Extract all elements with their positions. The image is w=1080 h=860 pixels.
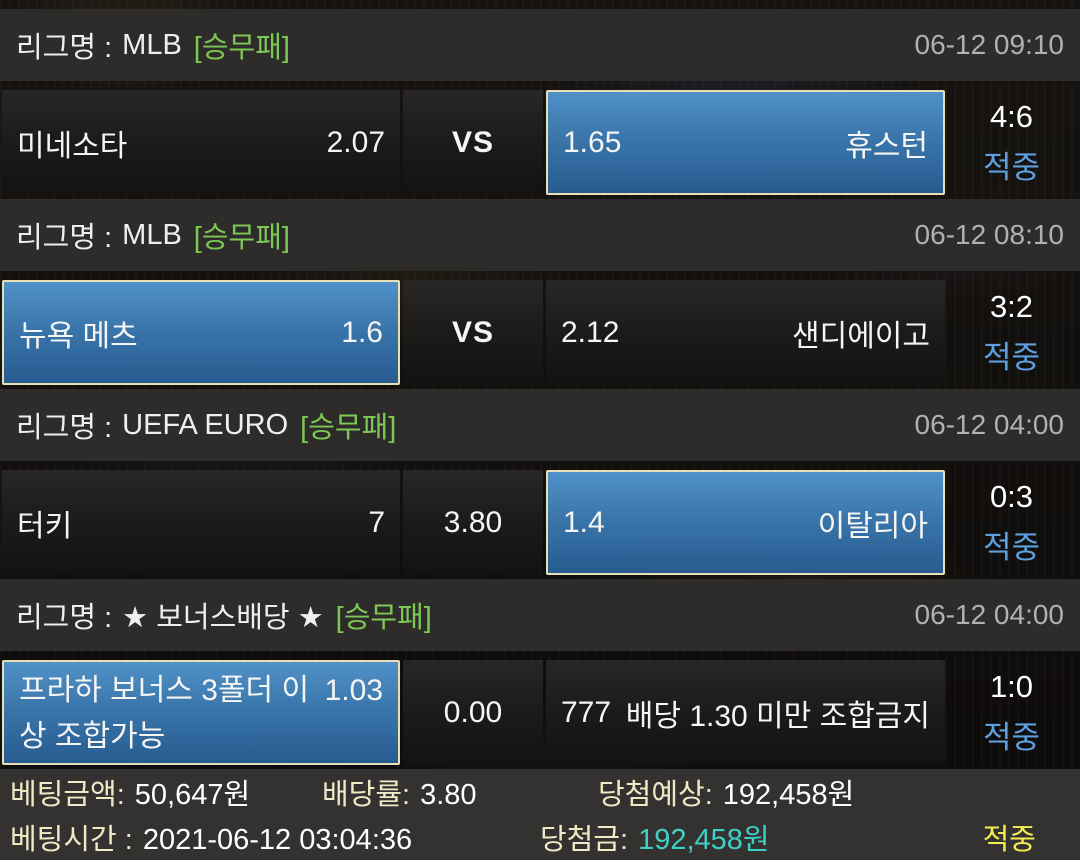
score-zone: 0:3 적중	[945, 470, 1078, 575]
vs-label: VS	[451, 315, 495, 349]
total-odds-label: 배당률:	[322, 779, 411, 812]
match-row: 미네소타 2.07 VS 1.65 휴스턴 4:6 적중	[0, 90, 1080, 195]
league-section: 리그명 : ★ 보너스배당 ★ [승무패] 06-12 04:00 1.03 프…	[0, 579, 1080, 765]
away-team-name: 샌디에이고	[792, 319, 930, 353]
away-odds-cell-selected[interactable]: 1.65 휴스턴	[546, 90, 945, 195]
league-name: UEFA EURO	[122, 408, 289, 441]
league-header: 리그명 : MLB [승무패] 06-12 09:10	[0, 9, 1080, 81]
league-name: ★ 보너스배당 ★	[122, 602, 324, 634]
bet-summary-bar: 베팅금액: 50,647원 배당률: 3.80 당첨예상: 192,458원 베팅시간…	[0, 769, 1080, 860]
expected-win-label: 당첨예상:	[598, 779, 713, 812]
result-status: 적중	[982, 339, 1041, 375]
bet-time-label: 베팅시간 :	[10, 823, 133, 856]
away-odds-cell-selected[interactable]: 1.4 이탈리아	[546, 470, 945, 575]
home-odds-cell-selected[interactable]: 뉴욕 메츠 1.6	[2, 280, 400, 385]
bet-amount-value: 50,647원	[134, 779, 251, 812]
league-header: 리그명 : UEFA EURO [승무패] 06-12 04:00	[0, 389, 1080, 461]
overall-result-status: 적중	[982, 823, 1036, 856]
bet-amount-label: 베팅금액:	[10, 779, 125, 812]
market-type-label: [승무패]	[193, 222, 290, 254]
match-time: 06-12 04:00	[914, 599, 1064, 630]
home-odds-value: 1.03	[324, 674, 383, 707]
match-row: 뉴욕 메츠 1.6 VS 2.12 샌디에이고 3:2 적중	[0, 280, 1080, 385]
match-time: 06-12 08:10	[914, 219, 1064, 250]
match-time: 06-12 09:10	[914, 29, 1064, 60]
middle-cell[interactable]: VS	[403, 280, 543, 385]
match-score: 1:0	[989, 668, 1034, 704]
league-label: 리그명 :	[16, 32, 113, 64]
draw-odds-cell[interactable]: 0.00	[403, 660, 543, 765]
home-odds-cell[interactable]: 미네소타 2.07	[2, 90, 400, 195]
home-team-name: 터키	[17, 509, 73, 543]
match-score: 3:2	[989, 288, 1034, 324]
win-amount-label: 당첨금:	[540, 823, 629, 856]
home-team-name: 미네소타	[17, 129, 128, 163]
league-section: 리그명 : MLB [승무패] 06-12 09:10 미네소타 2.07 VS…	[0, 9, 1080, 195]
win-amount: 당첨금: 192,458원	[540, 816, 983, 858]
bet-time-value: 2021-06-12 03:04:36	[142, 823, 413, 856]
home-odds-cell[interactable]: 터키 7	[2, 470, 400, 575]
league-section: 리그명 : MLB [승무패] 06-12 08:10 뉴욕 메츠 1.6 VS…	[0, 199, 1080, 385]
draw-odds-cell[interactable]: 3.80	[403, 470, 543, 575]
summary-row-1: 베팅금액: 50,647원 배당률: 3.80 당첨예상: 192,458원	[10, 771, 1070, 813]
match-score: 4:6	[989, 98, 1034, 134]
bet-time: 베팅시간 : 2021-06-12 03:04:36	[10, 816, 540, 858]
match-score: 0:3	[989, 478, 1034, 514]
market-type-label: [승무패]	[335, 602, 432, 634]
expected-win-value: 192,458원	[722, 779, 855, 812]
home-odds-value: 7	[368, 505, 385, 539]
home-team-name: 프라하 보너스 3폴더 이상 조합가능	[19, 674, 310, 753]
home-odds-cell-selected[interactable]: 1.03 프라하 보너스 3폴더 이상 조합가능	[2, 660, 400, 765]
result-status: 적중	[982, 719, 1041, 755]
total-odds-value: 3.80	[420, 779, 477, 812]
match-time: 06-12 04:00	[914, 409, 1064, 440]
score-zone: 3:2 적중	[945, 280, 1078, 385]
score-zone: 4:6 적중	[945, 90, 1078, 195]
win-amount-value: 192,458원	[638, 823, 770, 856]
away-team-name: 이탈리아	[817, 509, 928, 543]
draw-odds-value: 0.00	[443, 695, 503, 729]
away-odds-value: 777	[561, 695, 612, 729]
away-team-name: 배당 1.30 미만 조합금지	[625, 699, 930, 733]
result-status: 적중	[982, 529, 1041, 565]
vs-label: VS	[451, 125, 495, 159]
summary-row-2: 베팅시간 : 2021-06-12 03:04:36 당첨금: 192,458원 적…	[10, 816, 1070, 858]
league-label: 리그명 :	[16, 602, 113, 634]
away-odds-cell[interactable]: 777 배당 1.30 미만 조합금지	[546, 660, 945, 765]
league-header: 리그명 : MLB [승무패] 06-12 08:10	[0, 199, 1080, 271]
middle-cell[interactable]: VS	[403, 90, 543, 195]
match-row: 터키 7 3.80 1.4 이탈리아 0:3 적중	[0, 470, 1080, 575]
league-header: 리그명 : ★ 보너스배당 ★ [승무패] 06-12 04:00	[0, 579, 1080, 651]
bet-amount: 베팅금액: 50,647원	[10, 771, 322, 813]
home-odds-value: 2.07	[326, 125, 385, 159]
background-strip	[0, 0, 1080, 9]
away-odds-value: 1.4	[563, 505, 605, 539]
match-row: 1.03 프라하 보너스 3폴더 이상 조합가능 0.00 777 배당 1.3…	[0, 660, 1080, 765]
draw-odds-value: 3.80	[443, 505, 503, 539]
expected-win: 당첨예상: 192,458원	[598, 771, 1070, 813]
market-type-label: [승무패]	[193, 32, 290, 64]
result-status: 적중	[982, 149, 1041, 185]
away-odds-cell[interactable]: 2.12 샌디에이고	[546, 280, 945, 385]
league-name: MLB	[122, 218, 182, 251]
league-section: 리그명 : UEFA EURO [승무패] 06-12 04:00 터키 7 3…	[0, 389, 1080, 575]
home-odds-value: 1.6	[341, 315, 383, 349]
score-zone: 1:0 적중	[945, 660, 1078, 765]
league-label: 리그명 :	[16, 412, 113, 444]
away-odds-value: 2.12	[561, 315, 620, 349]
away-odds-value: 1.65	[563, 125, 622, 159]
league-name: MLB	[122, 28, 182, 61]
away-team-name: 휴스턴	[845, 129, 928, 163]
league-label: 리그명 :	[16, 222, 113, 254]
market-type-label: [승무패]	[300, 412, 397, 444]
home-team-name: 뉴욕 메츠	[19, 319, 138, 353]
total-odds: 배당률: 3.80	[322, 771, 598, 813]
